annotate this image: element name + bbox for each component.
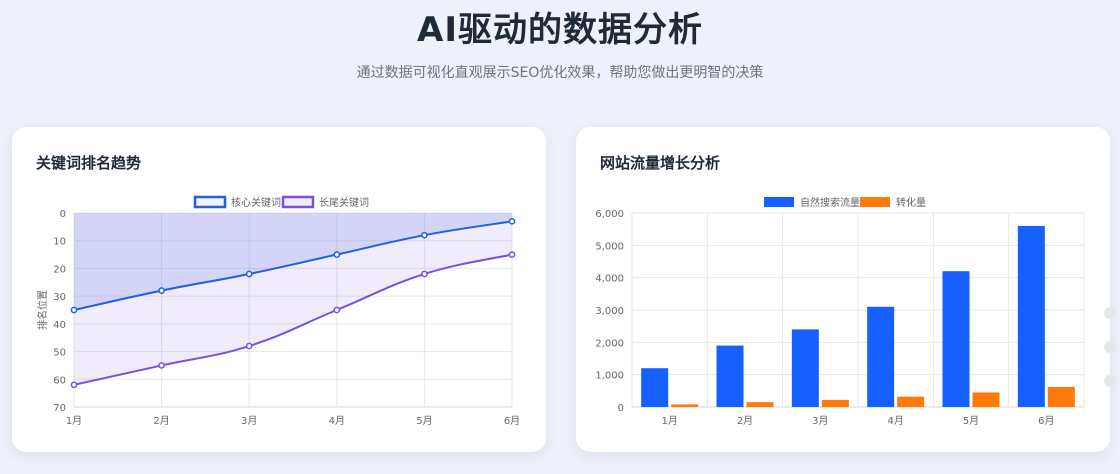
keyword-ranking-card: 关键词排名趋势 0 10 20 30 40 50 60 70 1月 2月 3月 4月 5月 6月 排名位置 核… — [12, 127, 546, 452]
legend-swatch-1 — [281, 195, 315, 209]
bar-0 — [942, 271, 970, 407]
y-tick-label: 4,000 — [595, 274, 624, 285]
y-axis-title: 排名位置 — [36, 290, 49, 330]
page-subtitle: 通过数据可视化直观展示SEO优化效果，帮助您做出更明智的决策 — [356, 65, 764, 81]
bar-0 — [641, 368, 669, 407]
data-point — [421, 270, 428, 278]
x-tick-label: 5月 — [416, 415, 432, 427]
x-tick-label: 3月 — [812, 415, 828, 427]
data-point — [508, 251, 516, 258]
x-tick-label: 1月 — [661, 415, 677, 427]
legend-swatch-1 — [860, 197, 890, 207]
data-point — [158, 287, 165, 294]
x-tick-label: 5月 — [963, 415, 979, 427]
legend-swatch-0 — [764, 197, 794, 207]
x-tick-label: 4月 — [329, 415, 345, 427]
series-line-1 — [73, 253, 513, 386]
y-tick-label: 1,000 — [595, 371, 624, 382]
x-tick-label: 2月 — [737, 415, 753, 427]
bar-1 — [897, 396, 925, 407]
data-point — [333, 251, 341, 258]
y-tick-label: 40 — [53, 320, 66, 331]
data-point — [70, 381, 78, 389]
y-tick-label: 60 — [53, 375, 66, 386]
y-tick-label: 10 — [53, 237, 66, 248]
bar-0 — [716, 345, 744, 407]
bar-0 — [1017, 225, 1045, 407]
traffic-growth-title: 网站流量增长分析 — [600, 154, 721, 172]
x-tick-label: 6月 — [1038, 415, 1054, 427]
traffic-growth-chart[interactable]: 0 1,000 2,000 3,000 4,000 5,000 6,000 1月 2月 3月 4月 5… — [576, 127, 1110, 452]
data-point — [333, 306, 341, 314]
bar-0 — [867, 306, 895, 407]
y-tick-label: 6,000 — [595, 209, 624, 220]
series-area-1 — [74, 213, 512, 385]
side-dot — [1104, 307, 1116, 319]
legend-label: 转化量 — [896, 196, 926, 209]
bar-1 — [746, 402, 774, 407]
x-tick-label: 6月 — [504, 415, 520, 427]
x-tick-label: 1月 — [66, 415, 82, 427]
data-point — [421, 231, 428, 239]
y-tick-label: 5,000 — [595, 241, 624, 252]
bar-1 — [972, 392, 1000, 407]
y-tick-label: 2,000 — [595, 338, 624, 349]
y-tick-label: 30 — [53, 292, 66, 303]
bar-1 — [821, 399, 849, 407]
legend-label: 自然搜索流量 — [800, 196, 860, 209]
bar-0 — [791, 329, 819, 407]
legend-swatch-0 — [193, 195, 227, 209]
side-dot — [1104, 341, 1116, 353]
y-tick-label: 0 — [60, 209, 66, 220]
data-point — [158, 362, 165, 369]
page-title: AI驱动的数据分析 — [417, 10, 703, 50]
series-line-0 — [73, 220, 513, 311]
y-tick-label: 3,000 — [595, 306, 624, 317]
legend-label: 核心关键词 — [231, 196, 281, 209]
legend-label: 长尾关键词 — [319, 196, 369, 209]
data-point — [245, 342, 253, 350]
data-point — [70, 306, 78, 314]
keyword-ranking-title: 关键词排名趋势 — [36, 154, 142, 172]
y-tick-label: 70 — [53, 403, 66, 414]
x-tick-label: 2月 — [153, 415, 169, 427]
side-decoration — [1104, 307, 1116, 409]
y-tick-label: 50 — [53, 348, 66, 359]
traffic-growth-card: 网站流量增长分析 0 1,000 2,000 3,000 4,000 5,000 6,000… — [576, 127, 1116, 452]
side-dot — [1104, 375, 1116, 387]
bar-1 — [671, 404, 699, 407]
y-tick-label: 0 — [618, 403, 624, 414]
y-tick-label: 20 — [53, 264, 66, 275]
data-point — [508, 217, 516, 225]
x-tick-label: 3月 — [241, 415, 257, 427]
x-tick-label: 4月 — [887, 415, 903, 427]
bar-1 — [1047, 386, 1075, 407]
data-point — [245, 270, 253, 278]
